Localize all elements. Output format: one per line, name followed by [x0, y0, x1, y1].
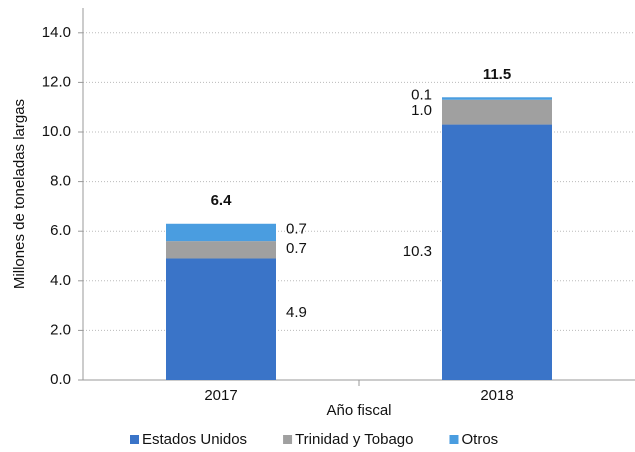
legend-label: Trinidad y Tobago — [295, 431, 413, 448]
data-label: 0.1 — [411, 86, 432, 103]
legend-swatch — [283, 435, 293, 444]
total-label: 11.5 — [483, 66, 511, 83]
legend-label: Estados Unidos — [142, 431, 247, 448]
legend-label: Otros — [461, 431, 498, 448]
y-tick-label: 6.0 — [50, 222, 71, 239]
y-tick-label: 2.0 — [50, 321, 71, 338]
bar-segment — [442, 97, 552, 100]
y-tick-label: 4.0 — [50, 272, 71, 289]
y-tick-label: 8.0 — [50, 173, 71, 190]
x-axis-label: Año fiscal — [326, 402, 391, 419]
bar-segment — [166, 223, 276, 242]
data-label: 10.3 — [403, 243, 432, 260]
data-label: 1.0 — [411, 102, 432, 119]
y-axis-label: Millones de toneladas largas — [11, 99, 28, 289]
x-tick-label: 2018 — [480, 387, 513, 404]
bar-segment — [442, 99, 552, 125]
data-label: 4.9 — [286, 304, 307, 321]
legend-swatch — [130, 435, 139, 444]
bar-segment — [442, 124, 552, 380]
y-tick-label: 10.0 — [42, 123, 71, 140]
data-label: 0.7 — [286, 240, 307, 257]
x-tick-label: 2017 — [204, 387, 237, 404]
total-label: 6.4 — [211, 192, 233, 209]
bar-segment — [166, 241, 276, 259]
y-tick-label: 0.0 — [50, 371, 71, 388]
y-tick-label: 14.0 — [42, 24, 71, 41]
y-tick-label: 12.0 — [42, 73, 71, 90]
bar-segment — [166, 258, 276, 380]
data-label: 0.7 — [286, 220, 307, 237]
legend-swatch — [449, 435, 459, 444]
